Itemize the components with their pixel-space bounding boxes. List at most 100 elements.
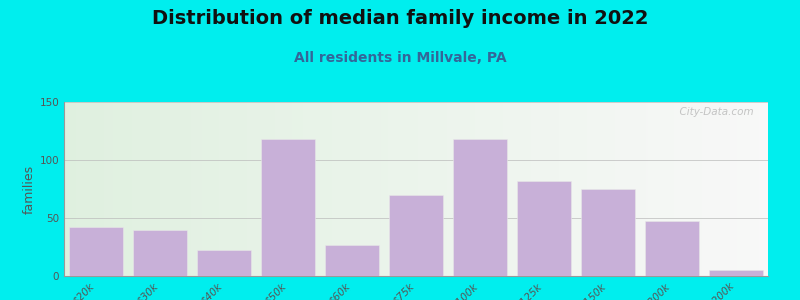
Bar: [250, 102, 252, 276]
Bar: [210, 102, 212, 276]
Bar: [318, 102, 320, 276]
Bar: [132, 102, 134, 276]
Bar: [646, 102, 648, 276]
Bar: [597, 102, 599, 276]
Bar: [362, 102, 364, 276]
Bar: [160, 102, 162, 276]
Bar: [205, 102, 207, 276]
Bar: [130, 102, 132, 276]
Bar: [85, 102, 87, 276]
Bar: [653, 102, 655, 276]
Bar: [690, 102, 693, 276]
Bar: [238, 102, 240, 276]
Bar: [301, 102, 303, 276]
Bar: [398, 102, 399, 276]
Bar: [446, 102, 449, 276]
Bar: [702, 102, 705, 276]
Bar: [721, 102, 723, 276]
Bar: [320, 102, 322, 276]
Bar: [599, 102, 602, 276]
Bar: [665, 102, 667, 276]
Bar: [693, 102, 695, 276]
Bar: [710, 102, 712, 276]
Bar: [564, 102, 566, 276]
Bar: [470, 102, 472, 276]
Bar: [554, 102, 557, 276]
Bar: [730, 102, 733, 276]
Bar: [278, 102, 280, 276]
Bar: [313, 102, 315, 276]
Bar: [242, 102, 245, 276]
Bar: [472, 102, 474, 276]
Bar: [308, 102, 310, 276]
Bar: [258, 102, 261, 276]
Bar: [439, 102, 442, 276]
Bar: [451, 102, 454, 276]
Bar: [111, 102, 114, 276]
Bar: [106, 102, 109, 276]
Bar: [501, 102, 503, 276]
Bar: [182, 102, 184, 276]
Bar: [81, 102, 82, 276]
Bar: [745, 102, 747, 276]
Bar: [707, 102, 710, 276]
Bar: [114, 102, 116, 276]
Bar: [517, 102, 519, 276]
Bar: [750, 102, 751, 276]
Bar: [139, 102, 142, 276]
Bar: [364, 102, 366, 276]
Bar: [369, 102, 371, 276]
Bar: [133, 230, 187, 276]
Bar: [613, 102, 615, 276]
Bar: [327, 102, 329, 276]
Bar: [484, 102, 486, 276]
Bar: [547, 102, 550, 276]
Bar: [82, 102, 85, 276]
Bar: [219, 102, 222, 276]
Bar: [287, 102, 290, 276]
Bar: [754, 102, 756, 276]
Bar: [151, 102, 153, 276]
Bar: [386, 102, 388, 276]
Bar: [695, 102, 698, 276]
Bar: [766, 102, 768, 276]
Bar: [273, 102, 275, 276]
Bar: [637, 102, 639, 276]
Bar: [453, 139, 507, 276]
Bar: [193, 102, 195, 276]
Bar: [310, 102, 313, 276]
Bar: [550, 102, 552, 276]
Bar: [763, 102, 766, 276]
Bar: [149, 102, 151, 276]
Bar: [177, 102, 179, 276]
Bar: [376, 102, 378, 276]
Bar: [650, 102, 653, 276]
Bar: [705, 102, 707, 276]
Bar: [726, 102, 728, 276]
Bar: [756, 102, 758, 276]
Bar: [74, 102, 76, 276]
Bar: [402, 102, 404, 276]
Bar: [343, 102, 346, 276]
Bar: [534, 102, 536, 276]
Bar: [348, 102, 350, 276]
Bar: [728, 102, 730, 276]
Bar: [296, 102, 298, 276]
Bar: [622, 102, 625, 276]
Bar: [153, 102, 155, 276]
Bar: [142, 102, 144, 276]
Bar: [474, 102, 477, 276]
Bar: [78, 102, 81, 276]
Bar: [282, 102, 285, 276]
Bar: [416, 102, 418, 276]
Bar: [338, 102, 341, 276]
Bar: [536, 102, 538, 276]
Bar: [409, 102, 411, 276]
Bar: [257, 102, 258, 276]
Bar: [581, 189, 635, 276]
Bar: [165, 102, 167, 276]
Bar: [266, 102, 268, 276]
Bar: [580, 102, 582, 276]
Bar: [167, 102, 170, 276]
Text: All residents in Millvale, PA: All residents in Millvale, PA: [294, 51, 506, 65]
